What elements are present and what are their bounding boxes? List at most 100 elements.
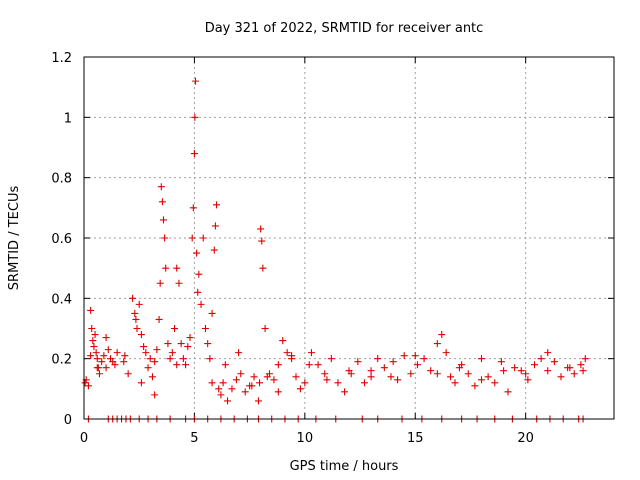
data-point (193, 249, 201, 257)
data-point (413, 361, 421, 369)
data-point (90, 343, 98, 351)
data-point (131, 309, 139, 317)
data-point (195, 270, 203, 278)
data-point (447, 373, 455, 381)
data-point (162, 264, 170, 272)
data-point (137, 331, 145, 339)
data-point (104, 346, 112, 354)
data-point (411, 352, 419, 360)
y-tick-label: 0 (64, 413, 72, 428)
data-point (478, 355, 485, 363)
data-point (129, 294, 137, 302)
data-point (84, 382, 92, 390)
data-point (208, 379, 216, 387)
data-point (132, 315, 140, 323)
data-point (288, 352, 296, 360)
data-point (213, 201, 220, 209)
data-point (219, 379, 227, 387)
data-point (522, 370, 530, 378)
data-point (189, 204, 197, 212)
axes: 0 0.2 0.4 0.6 0.8 1 1.2 0 5 10 15 20 (51, 51, 614, 446)
data-point (157, 183, 165, 191)
data-point (354, 358, 362, 366)
data-point (259, 264, 267, 272)
data-point (557, 373, 565, 381)
data-point (323, 376, 331, 384)
data-point (188, 234, 196, 242)
data-point (478, 376, 485, 384)
data-point (301, 379, 309, 387)
data-point (144, 364, 152, 372)
data-point (98, 358, 106, 366)
data-point (270, 376, 278, 384)
data-point (221, 361, 229, 369)
x-tick-label: 15 (407, 431, 424, 446)
data-point (89, 337, 97, 345)
data-point (228, 385, 236, 393)
data-points (81, 77, 589, 423)
x-tick-label: 20 (517, 431, 534, 446)
data-point (166, 355, 174, 363)
data-point (160, 216, 167, 224)
data-point (173, 361, 181, 369)
data-point (113, 349, 121, 357)
data-point (261, 325, 269, 332)
data-point (250, 373, 258, 381)
data-point (184, 343, 192, 351)
data-point (208, 309, 216, 317)
data-point (374, 355, 382, 363)
data-point (367, 367, 375, 375)
data-point (237, 370, 245, 378)
data-point (100, 352, 108, 360)
data-point (210, 246, 218, 254)
data-point (201, 325, 209, 332)
data-point (438, 331, 446, 339)
data-point (544, 367, 552, 375)
data-point (407, 370, 415, 378)
data-point (464, 370, 472, 378)
data-point (192, 77, 200, 85)
data-point (102, 334, 110, 342)
data-point (497, 358, 505, 366)
data-point (258, 237, 266, 245)
data-point (151, 391, 159, 399)
data-point (433, 340, 441, 348)
data-point (158, 198, 166, 206)
data-point (142, 349, 150, 357)
data-point (95, 370, 103, 378)
data-point (296, 385, 304, 393)
data-point (387, 373, 395, 381)
data-point (279, 337, 287, 345)
data-point (190, 150, 198, 158)
y-tick-label: 1.2 (51, 51, 72, 66)
data-point (263, 373, 271, 381)
data-point (102, 364, 110, 372)
data-point (400, 352, 408, 360)
data-point (257, 225, 265, 233)
data-point (153, 346, 161, 354)
data-point (455, 364, 463, 372)
data-point (517, 367, 525, 375)
data-point (307, 349, 315, 357)
data-point (111, 361, 119, 369)
data-point (380, 364, 388, 372)
data-point (321, 370, 329, 378)
chart-title: Day 321 of 2022, SRMTID for receiver ant… (205, 21, 484, 36)
data-point (389, 358, 397, 366)
data-point (124, 370, 132, 378)
data-point (93, 364, 101, 372)
y-axis-label: SRMTID / TECUs (7, 186, 22, 291)
data-point (179, 355, 187, 363)
x-tick-label: 0 (80, 431, 88, 446)
data-point (241, 388, 249, 396)
data-point (164, 340, 172, 348)
data-point (232, 376, 240, 384)
data-point (151, 358, 159, 366)
data-point (224, 397, 232, 405)
data-point (87, 352, 95, 360)
data-point (334, 379, 342, 387)
data-point (204, 340, 212, 348)
data-point (146, 355, 154, 363)
data-point (175, 279, 183, 287)
data-point (471, 382, 479, 390)
